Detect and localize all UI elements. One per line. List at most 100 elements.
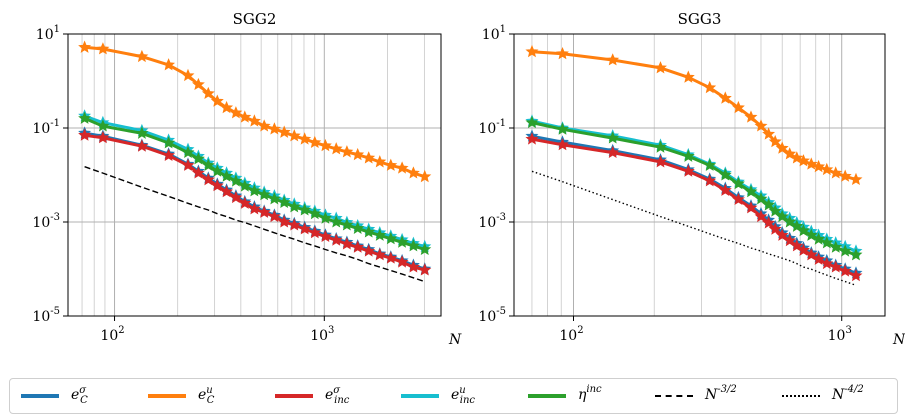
data-point	[654, 61, 667, 74]
data-point	[718, 168, 732, 181]
data-point	[362, 244, 376, 257]
data-point	[796, 154, 810, 167]
data-point	[287, 218, 301, 231]
data-point	[754, 209, 768, 223]
legend-swatch	[274, 394, 313, 398]
x-tick-label: 103	[310, 325, 334, 344]
data-point	[395, 161, 409, 174]
data-point	[329, 233, 343, 246]
y-tick-label: 10-1	[32, 118, 60, 137]
data-point	[257, 205, 271, 218]
data-point	[191, 166, 205, 179]
data-point	[162, 58, 176, 71]
data-point	[220, 100, 234, 114]
data-point	[783, 233, 797, 247]
data-point	[162, 148, 176, 162]
data-point	[257, 188, 271, 201]
x-axis-label: N	[892, 332, 905, 348]
data-point	[210, 179, 224, 192]
data-point	[210, 164, 224, 177]
data-point	[703, 158, 717, 171]
data-point	[838, 244, 852, 257]
data-point	[238, 196, 252, 209]
data-point	[308, 135, 322, 149]
data-point	[340, 237, 354, 250]
axes-frame	[513, 33, 886, 317]
data-point	[418, 242, 432, 256]
data-point	[762, 216, 776, 229]
data-point	[744, 201, 758, 214]
data-point	[775, 228, 789, 241]
data-point	[318, 211, 332, 224]
legend-swatch	[654, 395, 693, 397]
data-point	[820, 162, 834, 176]
data-point	[340, 218, 354, 231]
data-point	[406, 239, 420, 252]
data-point	[768, 204, 782, 217]
legend-label: eσ C	[69, 381, 125, 411]
data-point	[829, 240, 843, 253]
chart-title: SGG2	[233, 10, 277, 28]
data-point	[418, 263, 432, 276]
data-point	[731, 100, 745, 114]
data-point	[718, 183, 732, 196]
legend-label: eu inc	[449, 381, 505, 411]
data-point	[731, 177, 745, 190]
plot-panel-sgg2: 10-5 10-3 10-1 101 102 103 SGG2 N	[32, 10, 462, 348]
series-line	[531, 170, 857, 286]
data-point	[267, 122, 281, 135]
data-point	[191, 152, 205, 165]
data-point	[298, 222, 312, 235]
data-point	[804, 228, 818, 241]
data-point	[220, 185, 234, 198]
data-point	[718, 91, 732, 104]
series-group	[525, 44, 863, 286]
data-point	[201, 173, 215, 186]
data-point	[775, 209, 789, 223]
y-tick-label: 10-1	[478, 118, 506, 137]
data-point	[298, 203, 312, 216]
data-point	[556, 47, 569, 60]
svg-text:euC: eu C	[198, 385, 215, 406]
data-point	[318, 138, 332, 152]
data-point	[351, 221, 365, 234]
data-point	[318, 229, 332, 243]
data-point	[525, 115, 539, 129]
data-point	[247, 184, 261, 197]
data-point	[681, 70, 695, 83]
data-point	[340, 145, 354, 158]
data-point	[308, 206, 322, 220]
legend-item: eσ inc	[274, 381, 379, 411]
legend-swatch	[781, 395, 820, 397]
data-point	[406, 166, 420, 179]
y-tick-label: 10-5	[478, 306, 506, 325]
data-point	[768, 222, 782, 235]
series-line	[84, 114, 426, 249]
legend-item: eu C	[148, 381, 252, 411]
plot-panel-sgg3: 10-5 10-3 10-1 101 102 103 SGG3 N	[478, 10, 905, 348]
data-point	[744, 185, 758, 198]
data-point	[754, 119, 768, 132]
data-point	[277, 215, 291, 228]
series-line	[84, 166, 426, 283]
data-point	[135, 126, 149, 139]
x-tick-label: 102	[559, 325, 583, 344]
legend-swatch	[528, 394, 567, 398]
data-point	[287, 200, 301, 213]
data-point	[373, 228, 387, 241]
data-point	[606, 131, 620, 144]
data-point	[229, 190, 243, 204]
y-tick-label: 101	[482, 24, 506, 43]
chart-title: SGG3	[678, 10, 722, 28]
data-point	[406, 260, 420, 273]
data-point	[220, 169, 234, 182]
data-point	[298, 132, 312, 145]
data-point	[229, 174, 243, 187]
axes-frame	[67, 33, 442, 317]
data-point	[277, 125, 291, 138]
data-point	[395, 255, 409, 268]
data-point	[731, 192, 745, 206]
data-point	[754, 192, 768, 205]
